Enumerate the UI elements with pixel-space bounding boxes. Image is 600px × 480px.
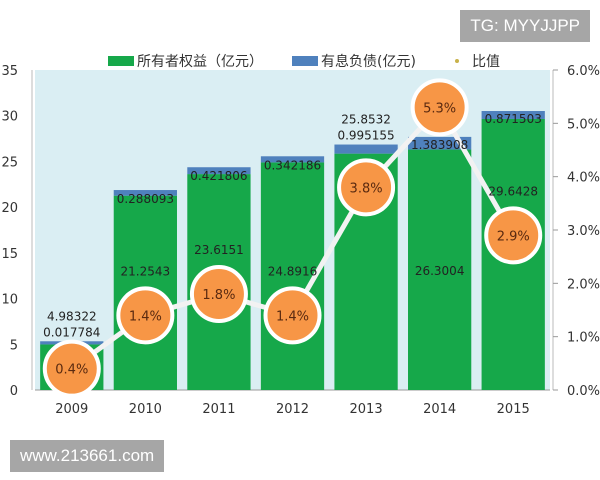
y2-tick-label: 5.0% — [567, 117, 600, 132]
legend-swatch-equity — [108, 56, 134, 66]
bar-equity-label: 21.2543 — [121, 264, 171, 278]
bar-debt-label: 0.421806 — [190, 169, 247, 183]
ratio-point — [410, 78, 469, 137]
x-tick-label: 2015 — [497, 402, 530, 417]
y-tick-label: 35 — [1, 64, 18, 79]
bar-debt — [260, 156, 325, 163]
bar-debt-label: 0.995155 — [337, 129, 394, 143]
legend-swatch-debt — [292, 56, 318, 66]
ratio-label: 2.9% — [497, 229, 530, 244]
y-tick-label: 5 — [10, 338, 18, 353]
ratio-label: 1.4% — [276, 309, 309, 324]
y-tick-label: 0 — [10, 384, 18, 399]
ratio-point — [189, 265, 248, 323]
bar-debt-label: 0.342186 — [264, 158, 321, 172]
ratio-label: 5.3% — [423, 101, 456, 116]
ratio-point — [337, 158, 396, 217]
ratio-label: 3.8% — [350, 181, 383, 196]
y-tick-label: 15 — [1, 247, 18, 262]
y2-tick-label: 2.0% — [567, 277, 600, 292]
watermark-bottom: www.213661.com — [10, 440, 165, 472]
legend-label-ratio: 比值 — [472, 54, 500, 70]
bar-debt — [334, 144, 398, 154]
y2-tick-label: 6.0% — [567, 64, 600, 79]
y-tick-label: 20 — [1, 201, 18, 216]
bar-equity-label: 23.6151 — [194, 243, 244, 257]
bar-debt — [187, 167, 251, 175]
y2-tick-label: 4.0% — [567, 171, 600, 186]
ratio-label: 1.4% — [129, 309, 162, 324]
bar-debt-label: 0.288093 — [117, 192, 174, 206]
legend-label-debt: 有息负债(亿元) — [321, 53, 416, 70]
bar-debt-label: 0.017784 — [43, 325, 100, 339]
bar-equity-label: 26.3004 — [415, 264, 465, 278]
y-tick-label: 30 — [1, 110, 18, 125]
x-tick-label: 2012 — [276, 402, 309, 417]
y2-tick-label: 1.0% — [567, 331, 600, 346]
bar-equity-label: 29.6428 — [488, 184, 538, 198]
x-tick-label: 2013 — [350, 402, 383, 417]
y-tick-label: 25 — [1, 155, 18, 170]
bar-debt-label: 1.383908 — [411, 138, 468, 152]
bar-equity-label: 25.8532 — [341, 113, 391, 127]
bar-debt — [481, 111, 545, 119]
y2-tick-label: 3.0% — [567, 224, 600, 239]
bar-debt — [408, 136, 472, 150]
ratio-point — [263, 286, 322, 345]
ratio-label: 1.8% — [202, 288, 235, 303]
bar-debt — [113, 190, 177, 196]
bar-equity-label: 24.8916 — [268, 264, 318, 278]
bar-debt-label: 0.871503 — [485, 112, 542, 126]
bar-equity-label: 4.98322 — [47, 309, 97, 323]
legend-swatch-ratio — [455, 59, 459, 63]
x-tick-label: 2009 — [55, 402, 88, 417]
ratio-point — [484, 206, 543, 265]
legend-label-equity: 所有者权益（亿元） — [137, 54, 263, 70]
watermark-top: TG: MYYJJPP — [460, 10, 590, 42]
ratio-point — [42, 339, 101, 398]
y-tick-label: 10 — [1, 293, 18, 308]
ratio-point — [116, 286, 175, 345]
x-tick-label: 2011 — [202, 402, 235, 417]
ratio-label: 0.4% — [55, 363, 88, 378]
y2-tick-label: 0.0% — [567, 384, 600, 399]
x-tick-label: 2014 — [423, 402, 456, 417]
bar-equity — [408, 149, 472, 390]
x-tick-label: 2010 — [129, 402, 162, 417]
